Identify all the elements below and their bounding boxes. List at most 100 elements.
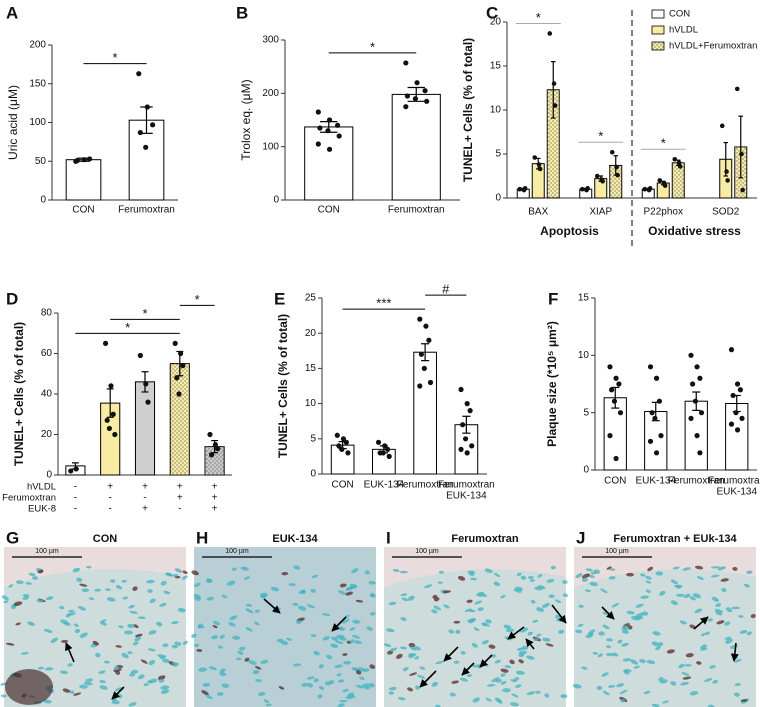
y-tick-label: 25 bbox=[305, 293, 317, 304]
cell-nucleus bbox=[351, 568, 359, 574]
data-point bbox=[417, 383, 423, 389]
cell-nucleus bbox=[409, 646, 417, 651]
condition-mark: - bbox=[74, 482, 77, 493]
x-tick-label: CON bbox=[72, 205, 94, 216]
cell-nucleus bbox=[326, 654, 333, 660]
cell-nucleus bbox=[657, 642, 664, 647]
cell-nucleus bbox=[11, 605, 17, 610]
data-point bbox=[734, 86, 740, 92]
cell-nucleus bbox=[369, 612, 376, 616]
condition-mark: - bbox=[143, 493, 146, 504]
panel-title: CON bbox=[93, 533, 118, 545]
y-tick-label: 0 bbox=[273, 195, 279, 206]
cell-nucleus bbox=[63, 622, 71, 626]
cell-nucleus bbox=[341, 618, 350, 624]
cell-nucleus bbox=[683, 593, 691, 599]
micrograph bbox=[0, 547, 188, 707]
panel-letter: B bbox=[236, 3, 248, 22]
cell-nucleus bbox=[201, 690, 209, 696]
cell-nucleus bbox=[464, 608, 472, 613]
panel-title: Ferumoxtran bbox=[451, 533, 519, 545]
cell-nucleus bbox=[338, 636, 347, 641]
condition-mark: + bbox=[212, 493, 218, 504]
cell-nucleus bbox=[602, 690, 610, 696]
data-point bbox=[692, 398, 699, 404]
arrow bbox=[693, 616, 709, 630]
cell-nucleus bbox=[533, 637, 539, 642]
cell-nucleus bbox=[419, 666, 426, 670]
data-point bbox=[658, 433, 664, 439]
data-point bbox=[423, 323, 429, 329]
cell-nucleus bbox=[22, 596, 29, 601]
y-axis-label: Trolox eq. (μM) bbox=[239, 79, 253, 160]
cell-nucleus bbox=[22, 593, 30, 597]
cell-nucleus bbox=[20, 652, 29, 655]
cell-nucleus bbox=[158, 679, 165, 683]
data-point bbox=[552, 103, 558, 108]
cell-nucleus bbox=[601, 672, 609, 677]
cell-nucleus bbox=[746, 570, 753, 575]
cell-nucleus bbox=[645, 575, 652, 580]
cell-nucleus bbox=[244, 657, 250, 662]
data-point bbox=[688, 352, 694, 358]
cell-nucleus bbox=[750, 614, 756, 619]
cell-nucleus bbox=[28, 572, 36, 577]
bar-pattern bbox=[170, 363, 190, 475]
data-point bbox=[343, 439, 349, 445]
cell-nucleus bbox=[527, 576, 534, 580]
cell-nucleus bbox=[202, 682, 211, 687]
cell-nucleus bbox=[156, 621, 163, 627]
cell-nucleus bbox=[159, 602, 167, 607]
cell-nucleus bbox=[609, 568, 616, 571]
cell-nucleus bbox=[407, 687, 414, 692]
cell-nucleus bbox=[453, 660, 460, 664]
cell-nucleus bbox=[448, 629, 455, 634]
cell-nucleus bbox=[606, 645, 612, 649]
y-tick-label: 200 bbox=[29, 40, 46, 51]
cell-nucleus bbox=[518, 659, 524, 664]
condition-mark: + bbox=[212, 482, 218, 493]
cell-nucleus bbox=[240, 566, 249, 571]
cell-nucleus bbox=[399, 570, 408, 574]
cell-nucleus bbox=[401, 597, 408, 602]
cell-nucleus bbox=[408, 642, 416, 648]
cell-nucleus bbox=[504, 665, 512, 669]
data-point bbox=[412, 96, 419, 102]
data-point bbox=[467, 408, 473, 414]
data-point bbox=[336, 133, 342, 139]
arrow bbox=[111, 686, 125, 700]
cell-nucleus bbox=[219, 671, 227, 677]
cell-nucleus bbox=[319, 686, 325, 690]
cell-nucleus bbox=[645, 589, 651, 594]
cell-nucleus bbox=[369, 682, 375, 688]
cell-nucleus bbox=[336, 673, 342, 677]
cell-nucleus bbox=[651, 703, 660, 707]
cell-nucleus bbox=[350, 584, 358, 589]
cell-nucleus bbox=[111, 699, 120, 705]
cell-nucleus bbox=[205, 694, 213, 700]
y-tick-label: 0 bbox=[495, 193, 501, 204]
cell-nucleus bbox=[598, 631, 605, 636]
cell-nucleus bbox=[572, 683, 582, 689]
condition-mark: + bbox=[142, 504, 148, 515]
cell-nucleus bbox=[707, 618, 714, 622]
cell-nucleus bbox=[529, 579, 535, 582]
cell-nucleus bbox=[468, 572, 475, 576]
cell-nucleus bbox=[417, 674, 425, 679]
cell-nucleus bbox=[148, 660, 156, 666]
cell-nucleus bbox=[368, 580, 376, 585]
cell-nucleus bbox=[473, 627, 480, 631]
cell-nucleus bbox=[95, 652, 101, 658]
cell-nucleus bbox=[491, 677, 500, 683]
cell-nucleus bbox=[641, 611, 649, 616]
cell-nucleus bbox=[331, 636, 339, 641]
cell-nucleus bbox=[731, 606, 741, 610]
cell-nucleus bbox=[474, 600, 483, 605]
cell-nucleus bbox=[500, 594, 506, 599]
cell-nucleus bbox=[337, 679, 345, 683]
x-tick-label: Ferumoxtran bbox=[708, 476, 760, 487]
cell-nucleus bbox=[115, 687, 124, 692]
data-point bbox=[417, 316, 423, 322]
cell-nucleus bbox=[337, 703, 345, 707]
cell-nucleus bbox=[173, 663, 179, 667]
